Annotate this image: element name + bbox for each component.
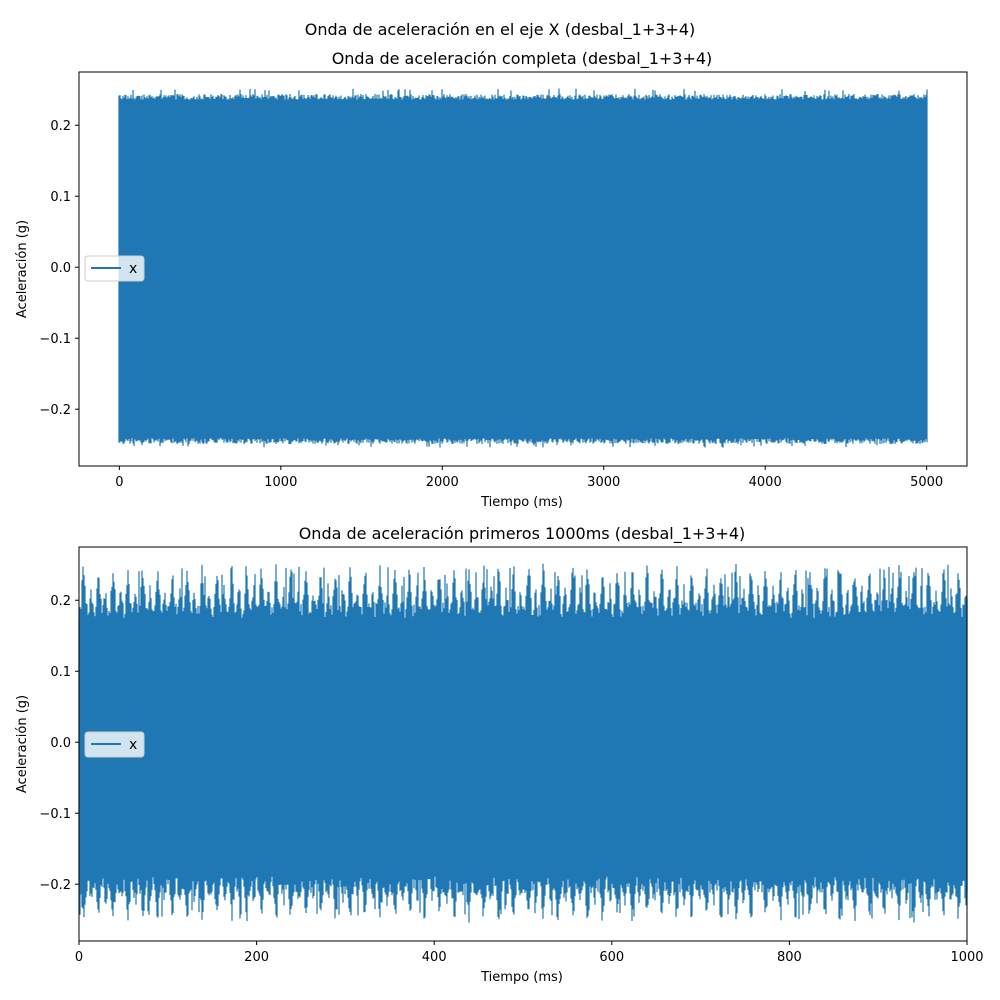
legend: x (84, 255, 145, 282)
subplot-title: Onda de aceleración completa (desbal_1+3… (332, 49, 713, 69)
y-tick-label: −0.2 (39, 403, 71, 418)
x-axis: 0 1000 2000 3000 4000 5000 (115, 466, 943, 490)
series-line-x (118, 88, 928, 448)
figure-suptitle: Onda de aceleración en el eje X (desbal_… (305, 20, 696, 40)
y-axis: −0.2 −0.1 0.0 0.1 0.2 (39, 594, 79, 893)
x-tick-label: 800 (777, 950, 802, 965)
axes-frame (78, 546, 968, 942)
y-tick-label: −0.1 (39, 807, 71, 822)
axes-frame (78, 71, 968, 467)
legend: x (84, 731, 145, 758)
plot-area (78, 563, 968, 923)
plot-area (118, 88, 928, 448)
x-tick-label: 1000 (950, 950, 983, 965)
y-tick-label: 0.1 (50, 190, 71, 205)
series-line-x (78, 563, 968, 923)
x-axis: 0 200 400 600 800 1000 (75, 941, 984, 965)
y-axis-label: Aceleración (g) (15, 220, 30, 318)
legend-entry-label: x (129, 737, 137, 753)
x-tick-label: 3000 (587, 475, 620, 490)
y-tick-label: 0.1 (50, 665, 71, 680)
y-tick-label: −0.2 (39, 878, 71, 893)
x-tick-label: 1000 (264, 475, 297, 490)
legend-entry-label: x (129, 261, 137, 277)
x-tick-label: 600 (599, 950, 624, 965)
x-tick-label: 400 (422, 950, 447, 965)
x-tick-label: 4000 (749, 475, 782, 490)
subplot-title: Onda de aceleración primeros 1000ms (des… (299, 524, 746, 544)
y-axis-label: Aceleración (g) (15, 695, 30, 793)
subplot-full-wave: Onda de aceleración completa (desbal_1+3… (15, 49, 968, 510)
x-axis-label: Tiempo (ms) (480, 970, 563, 985)
x-tick-label: 2000 (426, 475, 459, 490)
y-tick-label: 0.0 (50, 736, 71, 751)
x-tick-label: 5000 (910, 475, 943, 490)
y-tick-label: 0.2 (50, 119, 71, 134)
y-tick-label: −0.1 (39, 332, 71, 347)
x-tick-label: 200 (244, 950, 269, 965)
x-tick-label: 0 (115, 475, 123, 490)
y-tick-label: 0.2 (50, 594, 71, 609)
y-tick-label: 0.0 (50, 261, 71, 276)
x-tick-label: 0 (75, 950, 83, 965)
subplot-first-1000ms: Onda de aceleración primeros 1000ms (des… (15, 524, 984, 985)
y-axis: −0.2 −0.1 0.0 0.1 0.2 (39, 119, 79, 418)
x-axis-label: Tiempo (ms) (480, 495, 563, 510)
